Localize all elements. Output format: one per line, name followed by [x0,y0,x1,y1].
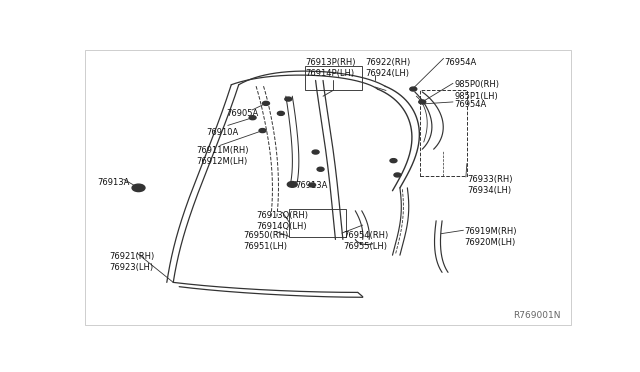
Text: 76910A: 76910A [207,128,239,137]
Text: 76913A: 76913A [97,178,130,187]
Text: 76922(RH)
76924(LH): 76922(RH) 76924(LH) [365,58,410,78]
Circle shape [249,116,256,120]
Text: 76954A: 76954A [454,100,487,109]
Circle shape [390,158,397,163]
Text: 76911M(RH)
76912M(LH): 76911M(RH) 76912M(LH) [196,146,249,166]
Text: 76913P(RH)
76914P(LH): 76913P(RH) 76914P(LH) [306,58,356,78]
Circle shape [410,87,417,91]
Text: 76921(RH)
76923(LH): 76921(RH) 76923(LH) [110,252,155,272]
Circle shape [132,184,145,192]
Circle shape [287,182,297,187]
Bar [289,209,346,237]
Text: 76905A: 76905A [227,109,259,118]
Circle shape [394,173,401,177]
Bar [305,66,362,90]
Text: 76933(RH)
76934(LH): 76933(RH) 76934(LH) [467,175,513,195]
Circle shape [277,111,284,115]
Text: 76954(RH)
76955(LH): 76954(RH) 76955(LH) [343,231,388,251]
Text: 76913A: 76913A [296,181,328,190]
Circle shape [312,150,319,154]
Circle shape [262,101,269,105]
Circle shape [285,97,292,101]
Text: R769001N: R769001N [514,311,561,320]
Circle shape [259,129,266,132]
Circle shape [317,167,324,171]
Text: 76919M(RH)
76920M(LH): 76919M(RH) 76920M(LH) [465,227,517,247]
Bar [420,90,467,176]
Text: 985P0(RH)
985P1(LH): 985P0(RH) 985P1(LH) [454,80,499,100]
Circle shape [308,183,316,187]
Text: 76954A: 76954A [445,58,477,67]
Circle shape [419,100,426,104]
Text: 76913Q(RH)
76914Q(LH): 76913Q(RH) 76914Q(LH) [256,211,308,231]
Text: 76950(RH)
76951(LH): 76950(RH) 76951(LH) [244,231,289,251]
